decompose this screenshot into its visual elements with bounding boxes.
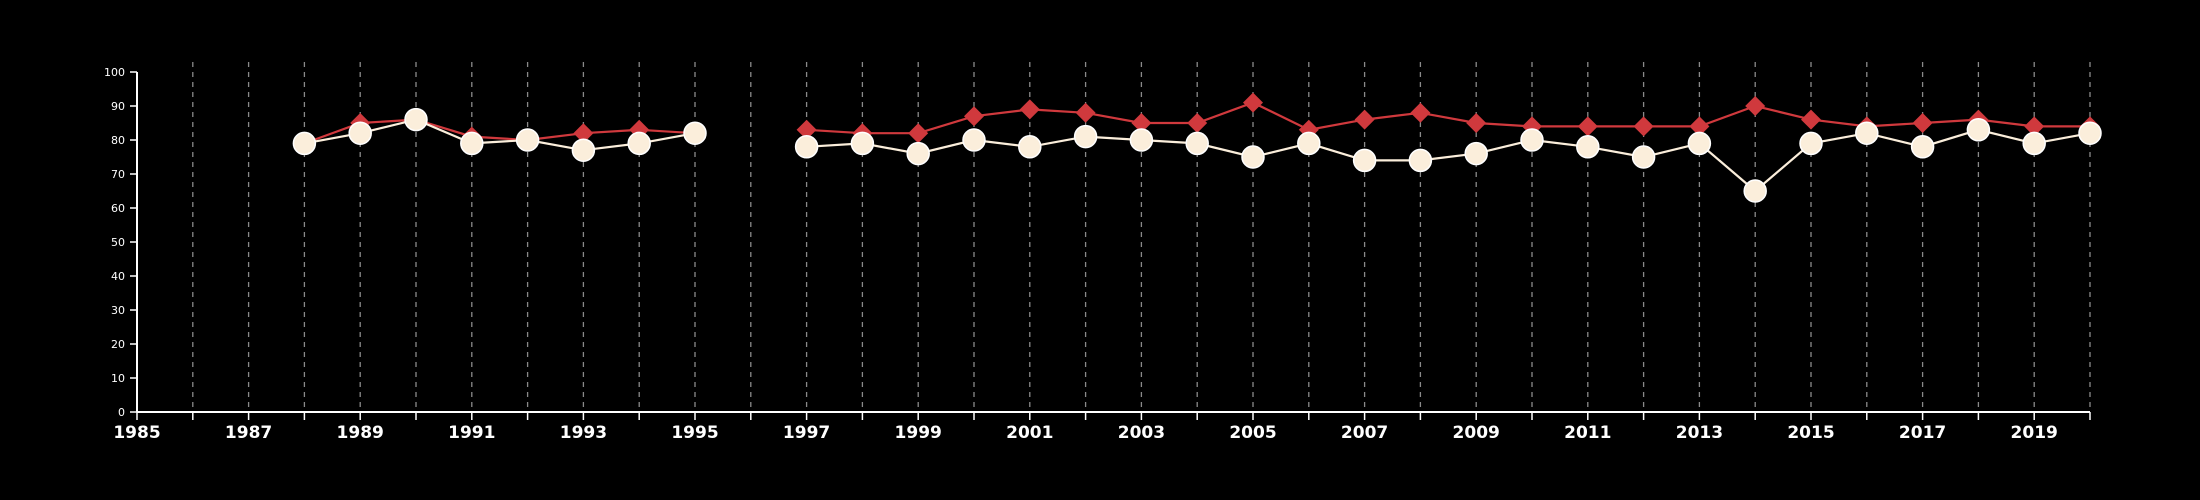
y-tick-label: 60 xyxy=(111,202,125,215)
data-point-circle xyxy=(571,138,596,162)
data-point-diamond xyxy=(1745,96,1766,116)
x-tick-label: 2019 xyxy=(2011,423,2058,443)
data-point-circle xyxy=(1464,141,1488,166)
y-tick-label: 0 xyxy=(118,406,125,419)
data-point-circle xyxy=(1129,128,1154,152)
y-tick-label: 80 xyxy=(111,134,125,147)
y-tick-label: 10 xyxy=(111,372,125,385)
data-point-circle xyxy=(906,141,930,166)
y-tick-label: 40 xyxy=(111,270,125,283)
series-group xyxy=(292,92,2102,203)
x-tick-label: 1993 xyxy=(560,423,607,443)
data-point-diamond xyxy=(1019,99,1040,120)
data-point-diamond xyxy=(1075,102,1096,123)
data-point-circle xyxy=(2022,131,2046,156)
data-point-circle xyxy=(1297,131,1321,156)
data-point-diamond xyxy=(1243,92,1263,113)
data-point-circle xyxy=(348,121,372,145)
x-tick-label: 2013 xyxy=(1676,423,1723,443)
x-tick-label: 2009 xyxy=(1453,423,1500,443)
x-tick-label: 2005 xyxy=(1229,423,1276,443)
x-tick-label: 1995 xyxy=(671,423,718,443)
y-tick-label: 20 xyxy=(111,338,125,351)
data-point-diamond xyxy=(2024,116,2045,137)
x-tick-label: 2011 xyxy=(1564,423,1611,443)
series-line-diamond xyxy=(806,101,2090,135)
data-point-circle xyxy=(1520,128,1544,152)
x-tick-label: 2003 xyxy=(1118,423,1165,443)
data-point-circle xyxy=(2078,121,2102,145)
data-point-circle xyxy=(1576,135,1600,159)
data-point-diamond xyxy=(573,123,594,144)
x-tick-label: 2017 xyxy=(1899,423,1946,443)
y-tick-label: 50 xyxy=(111,236,125,249)
data-point-circle xyxy=(1185,131,1209,156)
x-tick-label: 1999 xyxy=(895,423,942,443)
series-line-circle xyxy=(806,128,2091,193)
data-point-diamond xyxy=(964,106,984,127)
y-tick-label: 70 xyxy=(111,168,125,181)
x-tick-label: 1987 xyxy=(225,423,272,443)
y-tick-label: 30 xyxy=(111,304,125,317)
axes xyxy=(130,71,2091,420)
data-point-diamond xyxy=(1633,116,1654,137)
data-point-circle xyxy=(1352,148,1377,173)
data-point-diamond xyxy=(908,123,929,144)
tick-labels: 0 10 20 30 40 50 60 70 80 90 100 1985 1987 1989 1991 19… xyxy=(104,66,2058,443)
x-tick-label: 2001 xyxy=(1006,423,1053,443)
data-point-circle xyxy=(1018,135,1042,159)
data-point-circle xyxy=(1910,135,1935,159)
y-tick-label: 100 xyxy=(104,66,125,79)
data-point-circle xyxy=(1799,131,1823,156)
data-point-diamond xyxy=(1131,113,1152,133)
data-point-diamond xyxy=(1577,116,1598,137)
data-point-diamond xyxy=(1187,113,1208,133)
data-point-diamond xyxy=(796,119,817,140)
gridlines xyxy=(192,62,2091,412)
x-tick-label: 1997 xyxy=(783,423,830,443)
x-tick-label: 1985 xyxy=(113,423,160,443)
x-tick-label: 2007 xyxy=(1341,423,1388,443)
data-point-diamond xyxy=(1912,113,1933,133)
data-point-circle xyxy=(515,128,540,152)
data-point-diamond xyxy=(1689,116,1710,137)
data-point-circle xyxy=(683,121,707,145)
data-point-circle xyxy=(1631,145,1656,169)
data-point-circle xyxy=(1743,179,1767,203)
data-point-diamond xyxy=(1354,109,1375,130)
data-point-circle xyxy=(627,131,651,156)
data-point-circle xyxy=(1687,131,1712,156)
data-point-diamond xyxy=(1466,113,1487,133)
data-point-diamond xyxy=(1410,102,1431,123)
y-tick-label: 90 xyxy=(111,100,125,113)
data-point-circle xyxy=(962,128,986,152)
x-tick-label: 1989 xyxy=(337,423,384,443)
x-tick-label: 1991 xyxy=(448,423,495,443)
data-point-circle xyxy=(1073,124,1098,149)
data-point-circle xyxy=(292,131,317,156)
x-tick-label: 2015 xyxy=(1787,423,1834,443)
data-point-circle xyxy=(1855,121,1879,145)
data-point-circle xyxy=(850,131,875,156)
data-point-diamond xyxy=(1801,109,1821,130)
data-point-circle xyxy=(794,135,819,159)
data-point-circle xyxy=(1408,148,1433,173)
data-point-circle xyxy=(404,107,428,132)
data-point-circle xyxy=(1241,145,1265,169)
data-point-circle xyxy=(1966,118,1991,142)
data-point-circle xyxy=(460,131,484,156)
